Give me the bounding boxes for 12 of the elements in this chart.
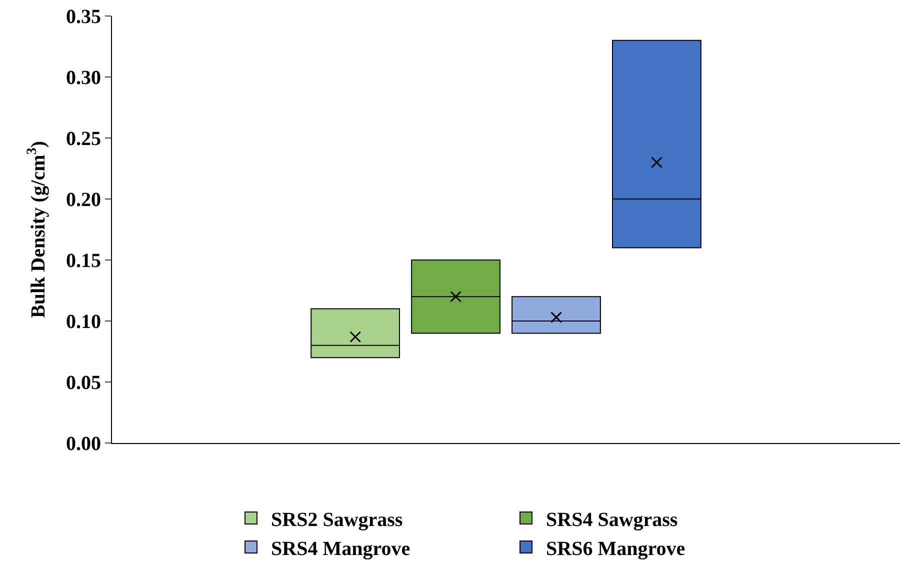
y-tick-label: 0.00 xyxy=(66,433,101,455)
y-tick-label: 0.05 xyxy=(66,372,101,394)
legend-label: SRS4 Mangrove xyxy=(271,538,410,560)
y-tick-label: 0.15 xyxy=(66,250,101,272)
legend-label: SRS4 Sawgrass xyxy=(546,508,678,531)
y-tick-label: 0.10 xyxy=(66,311,101,333)
legend-label: SRS6 Mangrove xyxy=(546,538,686,560)
y-tick-label: 0.35 xyxy=(66,6,101,28)
y-tick-label: 0.30 xyxy=(66,67,101,89)
legend-label: SRS2 Sawgrass xyxy=(271,508,403,531)
y-tick-label: 0.25 xyxy=(66,128,101,150)
y-tick-label: 0.20 xyxy=(66,189,101,211)
